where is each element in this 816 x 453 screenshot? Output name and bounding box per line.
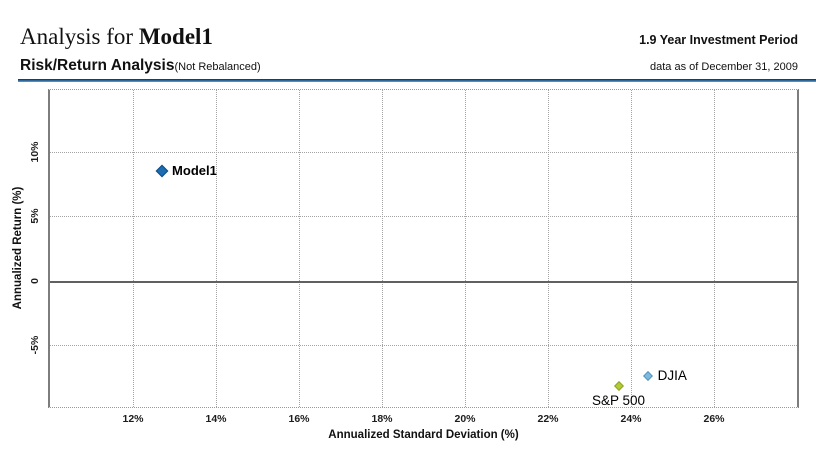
x-gridline-20 xyxy=(465,90,466,407)
section-subtitle: (Not Rebalanced) xyxy=(174,61,261,73)
x-gridline-18 xyxy=(382,90,383,407)
data-point-model1-diamond-icon xyxy=(155,164,169,178)
y-gridline-10 xyxy=(50,151,797,153)
y-gridline-5 xyxy=(50,216,797,218)
x-gridline-12 xyxy=(133,90,134,407)
y-tick-label-10: 10% xyxy=(29,141,41,163)
data-point-s-p-500-diamond-icon xyxy=(613,381,624,392)
data-as-of-label: data as of December 31, 2009 xyxy=(650,61,798,73)
y-gridline-0 xyxy=(50,280,797,283)
x-tick-label-14: 14% xyxy=(205,413,227,425)
x-tick-label-26: 26% xyxy=(703,413,725,425)
x-tick-label-12: 12% xyxy=(122,413,144,425)
x-axis-title: Annualized Standard Deviation (%) xyxy=(328,429,519,441)
x-gridline-14 xyxy=(216,90,217,407)
y-tick-label-5: 5% xyxy=(29,208,41,224)
page-title: Analysis for Model1 xyxy=(20,24,213,50)
data-point-label-model1: Model1 xyxy=(172,162,217,178)
risk-return-chart: Annualized Return (%) Annualized Standar… xyxy=(0,82,816,441)
data-point-label-djia: DJIA xyxy=(657,367,687,383)
x-gridline-22 xyxy=(548,90,549,407)
x-gridline-26 xyxy=(714,90,715,407)
y-tick-label-5: -5% xyxy=(29,335,41,355)
section-title: Risk/Return Analysis xyxy=(20,57,175,74)
x-gridline-16 xyxy=(299,90,300,407)
data-point-label-s-p-500: S&P 500 xyxy=(592,393,646,409)
page-title-prefix: Analysis for xyxy=(20,24,139,49)
section-heading: Risk/Return Analysis(Not Rebalanced) xyxy=(20,57,261,75)
x-tick-label-18: 18% xyxy=(371,413,393,425)
x-tick-label-16: 16% xyxy=(288,413,310,425)
plot-area: Annualized Standard Deviation (%) 12% 14%… xyxy=(29,89,799,441)
x-tick-label-20: 20% xyxy=(454,413,476,425)
header-rule xyxy=(18,79,816,82)
y-gridline-5 xyxy=(50,345,797,347)
x-tick-label-24: 24% xyxy=(620,413,642,425)
y-axis-title: Annualized Return (%) xyxy=(12,186,24,310)
x-gridline-24 xyxy=(631,90,632,407)
x-tick-label-22: 22% xyxy=(537,413,559,425)
data-point-djia-diamond-icon xyxy=(642,371,653,382)
report-header: Analysis for Model1 1.9 Year Investment … xyxy=(0,24,816,82)
investment-period-label: 1.9 Year Investment Period xyxy=(639,33,798,47)
y-tick-label-0: 0 xyxy=(29,277,41,284)
page-title-model-name: Model1 xyxy=(138,24,213,49)
